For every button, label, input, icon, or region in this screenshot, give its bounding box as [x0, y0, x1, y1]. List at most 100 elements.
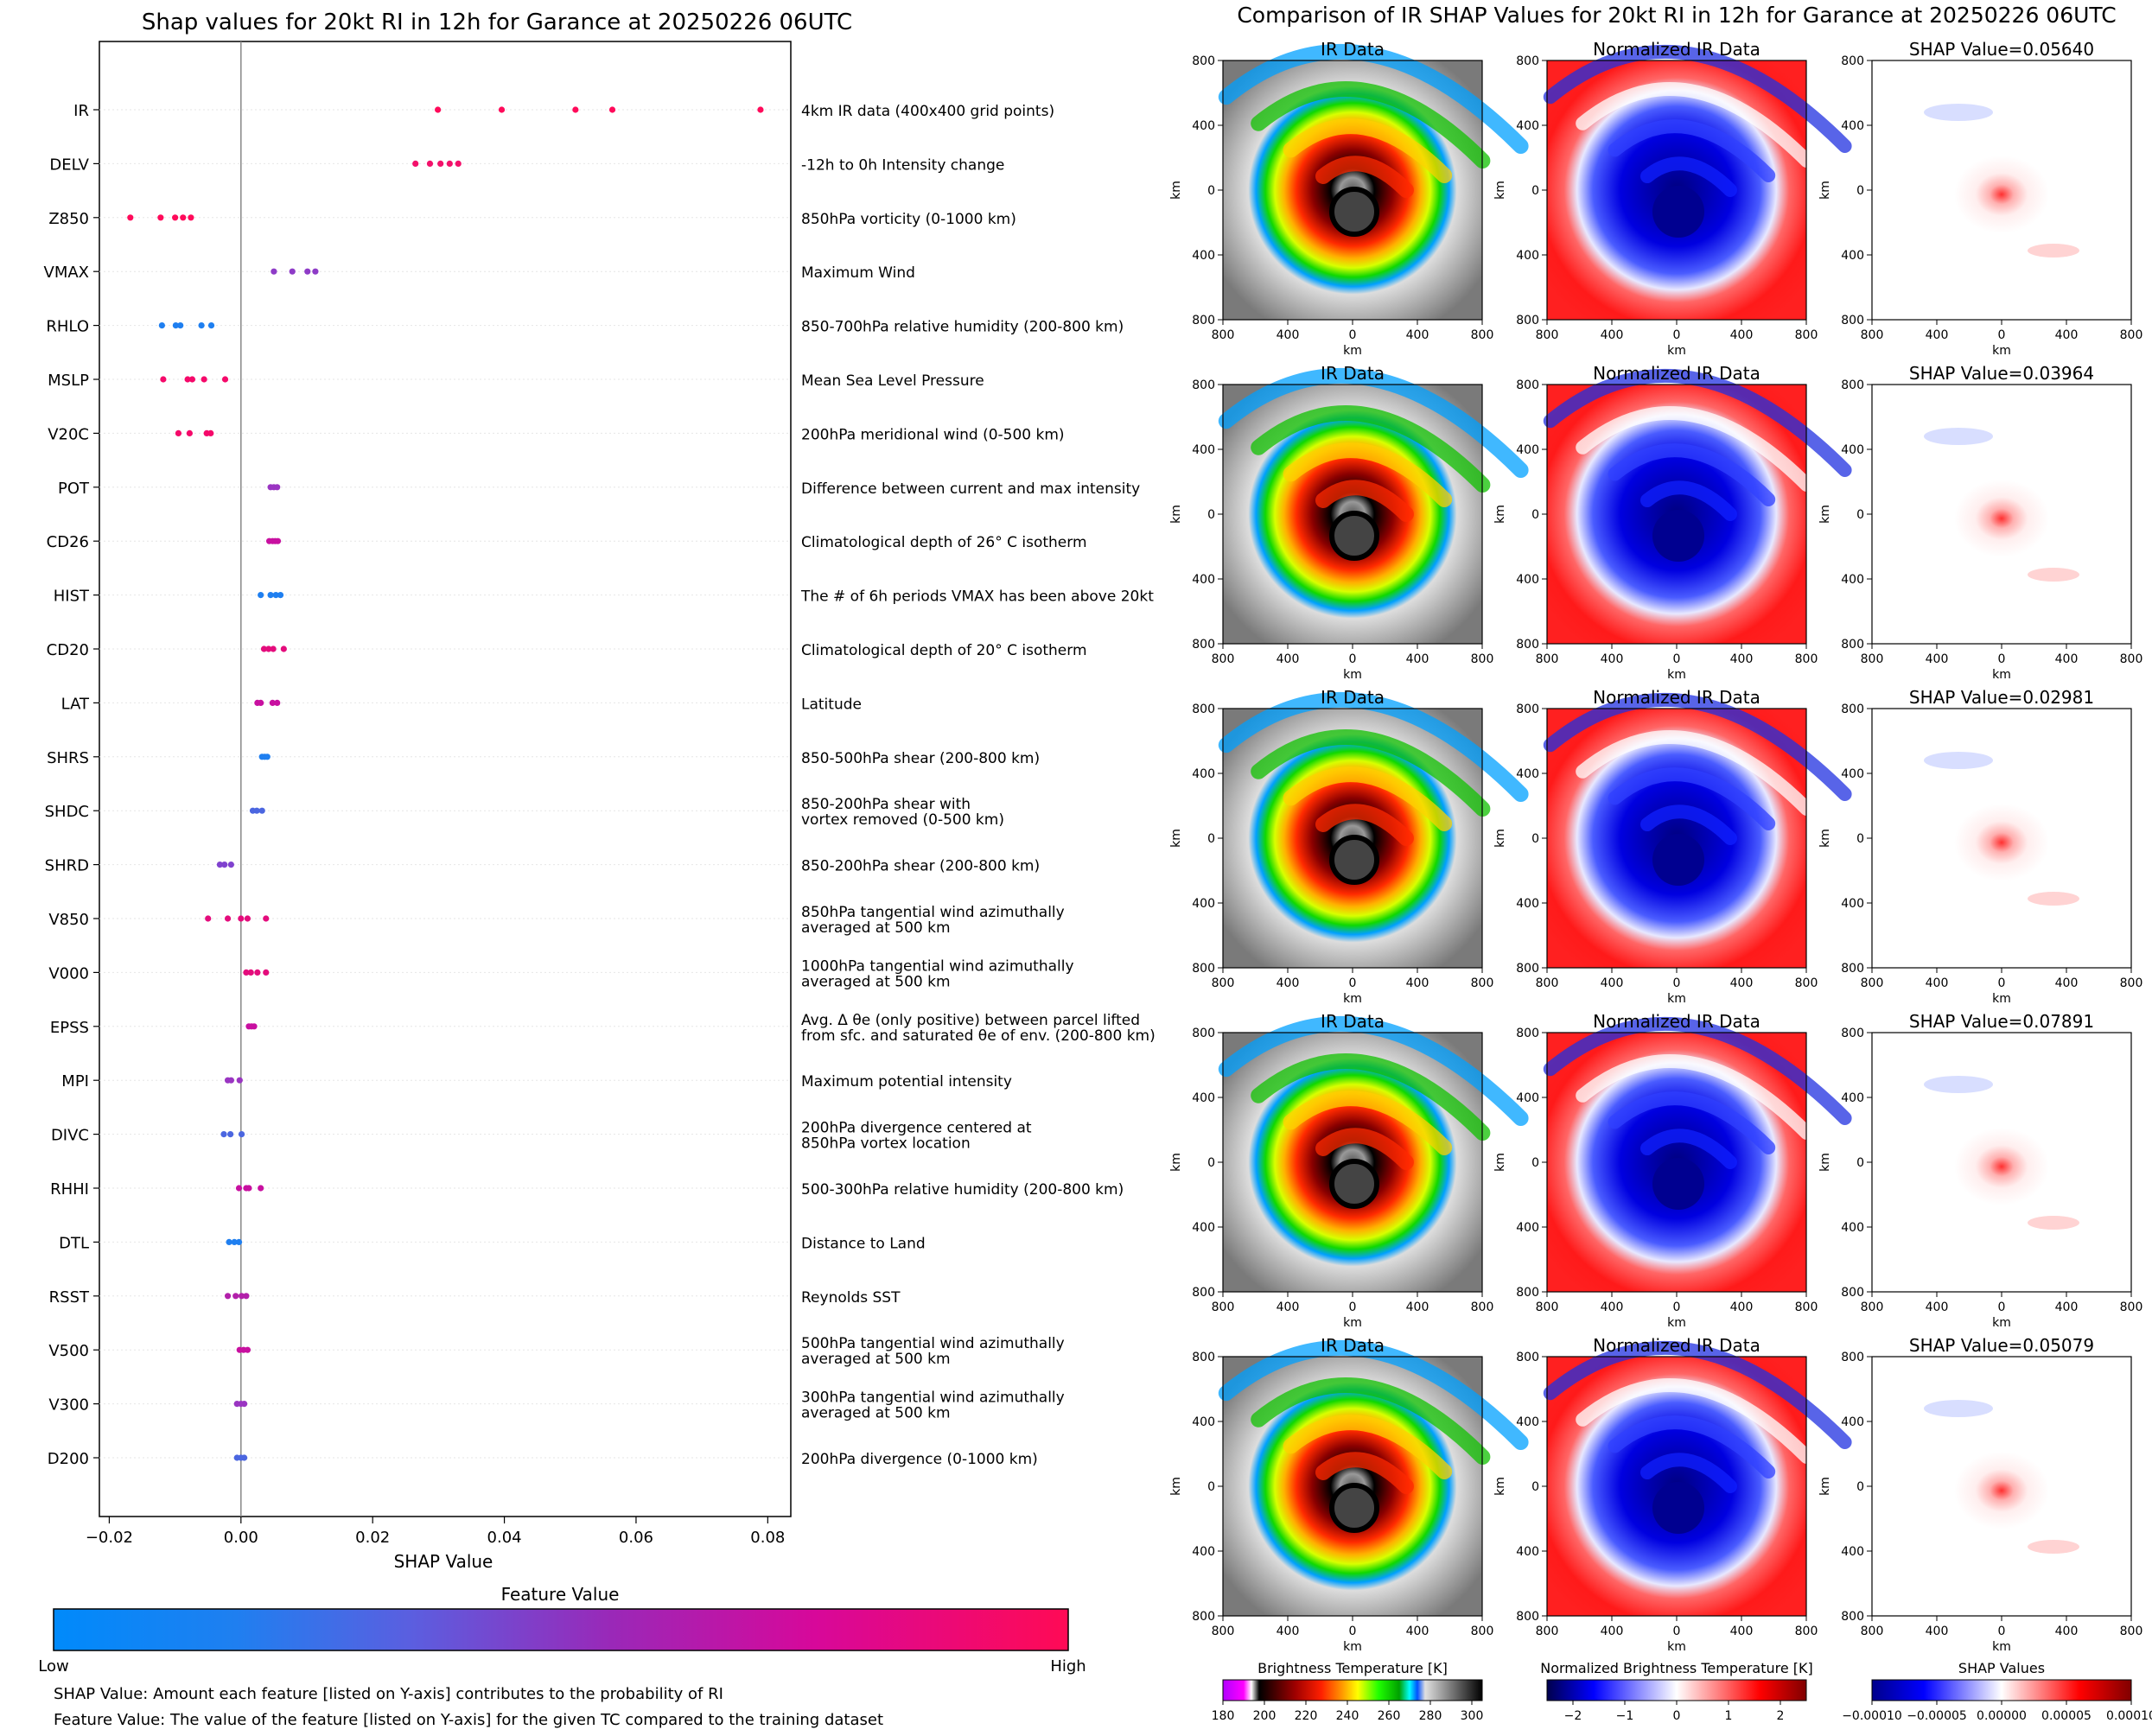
shap-positive	[2028, 892, 2079, 906]
shap-point	[264, 754, 271, 760]
shap-negative	[1924, 1076, 1993, 1093]
feature-description: Distance to Land	[801, 1235, 926, 1252]
y-tick-label: 400	[1841, 1415, 1864, 1429]
feature-code-label: IR	[73, 102, 89, 120]
cloud-band	[1608, 443, 1776, 506]
x-tick-label: 400	[2055, 1300, 2079, 1314]
x-tick-label: 0.06	[619, 1529, 653, 1547]
shap-point	[498, 106, 506, 113]
y-tick-label: 400	[1841, 897, 1864, 911]
shap-positive	[2028, 1540, 2079, 1554]
cloud-band	[1543, 1341, 1852, 1449]
feature-description: Avg. Δ θe (only positive) between parcel…	[801, 1012, 1140, 1029]
feature-description: 850-500hPa shear (200-800 km)	[801, 750, 1040, 767]
feature-description: from sfc. and saturated θe of env. (200-…	[801, 1027, 1156, 1045]
cloud-band	[1576, 1054, 1814, 1140]
feature-description: Difference between current and max inten…	[801, 480, 1140, 498]
panel-title: IR Data	[1321, 687, 1385, 708]
feature-code-label: V300	[48, 1396, 89, 1415]
feature-description: 200hPa divergence centered at	[801, 1120, 1032, 1137]
y-axis-label: km	[1818, 181, 1832, 200]
shap-point	[757, 106, 764, 113]
shap-point	[446, 160, 453, 167]
y-tick-label: 400	[1841, 1545, 1864, 1559]
y-tick-label: 0	[1531, 184, 1539, 198]
y-axis-label: km	[1493, 1153, 1507, 1172]
feature-description: -12h to 0h Intensity change	[801, 156, 1004, 174]
x-tick-label: 0.08	[750, 1529, 785, 1547]
y-axis-label: km	[1169, 829, 1183, 848]
x-tick-label: 800	[1212, 652, 1235, 666]
colorbar-tick-label: 260	[1378, 1709, 1401, 1723]
y-tick-label: 400	[1841, 573, 1864, 587]
feature-description: 500-300hPa relative humidity (200-800 km…	[801, 1181, 1124, 1199]
y-tick-label: 400	[1516, 897, 1539, 911]
y-tick-label: 400	[1516, 573, 1539, 587]
cloud-band	[1640, 1129, 1737, 1169]
x-tick-label: 400	[1277, 328, 1300, 342]
x-axis-label: km	[1992, 992, 2011, 1006]
colorbar-tick-label: 1	[1725, 1709, 1733, 1723]
cloud-band	[1543, 369, 1852, 477]
x-axis-label: km	[1992, 1316, 2011, 1330]
x-tick-label: 400	[1601, 1625, 1624, 1638]
x-tick-label: 0	[1998, 976, 2006, 990]
cloud-band	[1640, 480, 1737, 521]
x-tick-label: 800	[1536, 652, 1559, 666]
cloud-band	[1251, 1377, 1491, 1465]
x-axis-label: km	[1992, 344, 2011, 358]
x-tick-label: 400	[1406, 652, 1429, 666]
y-tick-label: 400	[1516, 1091, 1539, 1105]
y-tick-label: 400	[1192, 1091, 1215, 1105]
x-axis-label: km	[1667, 668, 1686, 682]
x-tick-label: −0.02	[86, 1529, 133, 1547]
y-tick-label: 0	[1207, 1156, 1215, 1170]
plot-frame	[99, 41, 792, 1517]
feature-code-label: V850	[48, 911, 89, 929]
cloud-band	[1576, 406, 1814, 492]
shap-point	[247, 969, 254, 976]
eye	[1329, 511, 1379, 561]
cloud-band	[1576, 1378, 1814, 1464]
x-tick-label: 800	[1212, 1300, 1235, 1314]
shap-point	[172, 214, 179, 221]
shap-point	[258, 1185, 264, 1192]
x-tick-label: 400	[1601, 652, 1624, 666]
core	[1652, 186, 1704, 238]
y-axis-label: km	[1493, 1477, 1507, 1496]
panel-title: IR Data	[1321, 39, 1385, 60]
shap-point	[243, 1293, 250, 1300]
x-tick-label: 0	[1673, 1300, 1681, 1314]
cloud-band	[1315, 1452, 1414, 1494]
x-tick-label: 800	[1795, 328, 1818, 342]
y-tick-label: 800	[1516, 1286, 1539, 1300]
cloud-band	[1251, 1053, 1491, 1141]
shap-positive	[2028, 1216, 2079, 1230]
shap-point	[253, 807, 260, 814]
x-tick-label: 800	[2120, 976, 2143, 990]
x-tick-label: 0	[1673, 1625, 1681, 1638]
core	[1652, 1158, 1704, 1210]
panel-title: Normalized IR Data	[1593, 363, 1760, 384]
cloud-band	[1218, 692, 1529, 802]
shap-negative	[1924, 104, 1993, 121]
x-tick-label: 0	[1998, 328, 2006, 342]
panel-title: Normalized IR Data	[1593, 1011, 1760, 1032]
x-tick-label: 800	[1536, 976, 1559, 990]
colorbar-tick-label: 240	[1336, 1709, 1359, 1723]
x-tick-label: 400	[1926, 1300, 1949, 1314]
eye	[1329, 187, 1379, 237]
x-tick-label: 400	[1601, 1300, 1624, 1314]
x-tick-label: 400	[1926, 976, 1949, 990]
y-tick-label: 400	[1516, 1415, 1539, 1429]
shap-point	[180, 214, 187, 221]
y-tick-label: 400	[1516, 1545, 1539, 1559]
x-tick-label: 0	[1349, 328, 1357, 342]
x-tick-label: 0	[1998, 1300, 2006, 1314]
shap-point	[245, 1185, 252, 1192]
shap-point	[227, 1131, 234, 1138]
y-tick-label: 800	[1516, 962, 1539, 976]
x-tick-label: 800	[1471, 652, 1494, 666]
